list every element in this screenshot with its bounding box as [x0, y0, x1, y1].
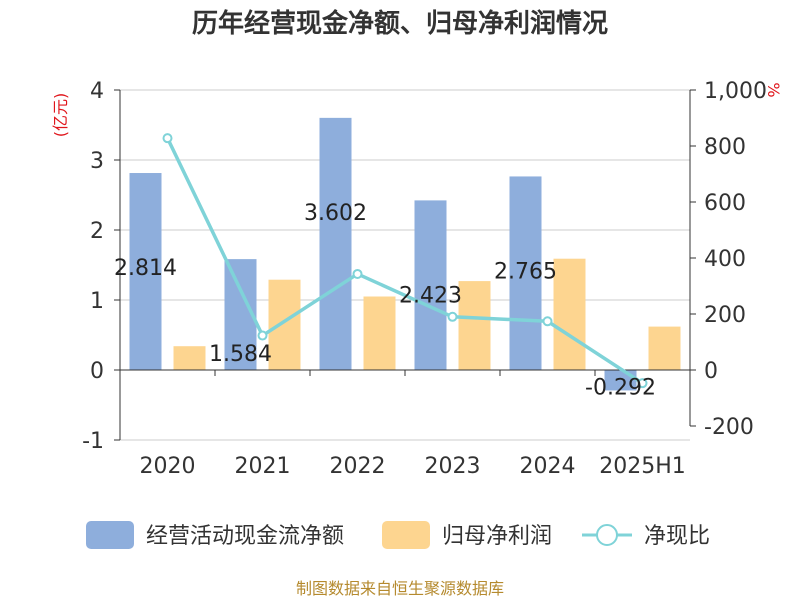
left-tick-label: 1 — [90, 289, 104, 314]
x-tick-label: 2022 — [330, 454, 386, 479]
cash-flow-data-label: 2.423 — [399, 283, 462, 308]
legend-swatch-net-profit — [382, 521, 430, 549]
bars — [129, 117, 681, 391]
right-tick-label: 0 — [704, 359, 718, 384]
right-tick-label: 600 — [704, 191, 746, 216]
legend-swatch-cash-flow — [86, 521, 134, 549]
ratio-line — [162, 133, 648, 389]
ratio-point — [352, 268, 363, 279]
x-tick-label: 2025H1 — [599, 454, 686, 479]
ratio-point — [162, 133, 173, 144]
ratio-point — [542, 316, 553, 327]
bar-net-profit — [648, 326, 681, 370]
legend-label-ratio: 净现比 — [644, 524, 710, 549]
right-tick-label: 200 — [704, 303, 746, 328]
legend-label-net-profit: 归母净利润 — [442, 524, 552, 549]
bar-cash-flow — [129, 173, 162, 370]
cash-flow-data-label: 1.584 — [209, 342, 272, 367]
left-tick-label: 0 — [90, 359, 104, 384]
chart-title: 历年经营现金净额、归母净利润情况 — [192, 8, 608, 39]
ratio-series-line — [165, 137, 644, 385]
bar-net-profit — [458, 281, 491, 370]
ratio-point — [637, 378, 648, 389]
legend-marker-ratio — [596, 524, 618, 546]
left-tick-label: 2 — [90, 219, 104, 244]
legend: 经营活动现金流净额 归母净利润 净现比 — [86, 521, 710, 549]
source-note: 制图数据来自恒生聚源数据库 — [296, 579, 504, 598]
x-tick-label: 2023 — [425, 454, 481, 479]
bar-net-profit — [553, 258, 586, 370]
right-tick-label: -200 — [704, 415, 754, 440]
left-axis-unit: (亿元) — [51, 93, 70, 138]
gridlines — [120, 89, 690, 441]
right-tick-label: 1,000 — [704, 79, 767, 104]
ratio-point — [447, 311, 458, 322]
right-tick-label: 400 — [704, 247, 746, 272]
cash-flow-data-label: 3.602 — [304, 201, 367, 226]
right-tick-label: 800 — [704, 135, 746, 160]
right-axis-unit: % — [764, 82, 783, 97]
cash-flow-data-label: 2.814 — [114, 256, 177, 281]
left-tick-label: 3 — [90, 149, 104, 174]
bar-cash-flow — [509, 176, 542, 370]
data-labels: 2.814 1.584 3.602 2.423 2.765 -0.292 — [114, 201, 656, 401]
x-tick-label: 2020 — [140, 454, 196, 479]
bar-cash-flow — [319, 117, 352, 370]
bar-cash-flow — [414, 200, 447, 370]
bar-net-profit — [363, 296, 396, 370]
left-tick-label: -1 — [82, 429, 104, 454]
ratio-point — [257, 330, 268, 341]
legend-label-cash-flow: 经营活动现金流净额 — [146, 524, 344, 549]
x-tick-label: 2024 — [520, 454, 576, 479]
x-tick-label: 2021 — [235, 454, 291, 479]
bar-net-profit — [173, 346, 206, 370]
cash-flow-data-label: -0.292 — [585, 375, 656, 400]
left-tick-label: 4 — [90, 79, 104, 104]
bar-net-profit — [268, 279, 301, 370]
cash-flow-data-label: 2.765 — [494, 259, 557, 284]
axes: -1 0 1 2 3 4 -200 0 200 400 600 800 1,000 (亿元)% 2020 20… — [51, 79, 783, 479]
